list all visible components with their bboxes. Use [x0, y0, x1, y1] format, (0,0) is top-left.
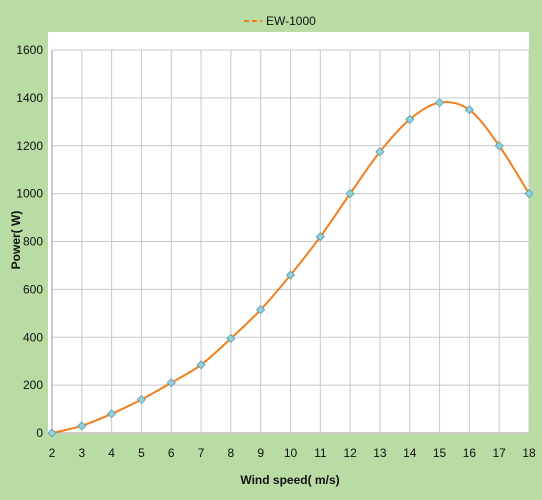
x-tick-label: 17 — [493, 446, 507, 460]
y-tick-label: 600 — [23, 282, 43, 296]
data-point-marker — [77, 421, 87, 431]
data-point-marker — [405, 114, 415, 124]
y-tick-label: 400 — [23, 330, 43, 344]
data-point-marker — [107, 409, 117, 419]
x-tick-label: 13 — [373, 446, 387, 460]
x-tick-label: 2 — [49, 446, 56, 460]
data-point-marker — [524, 189, 534, 199]
legend-entry-ew-1000: EW-1000 — [266, 14, 316, 28]
x-tick-label: 3 — [78, 446, 85, 460]
x-tick-label: 4 — [108, 446, 115, 460]
x-tick-label: 9 — [257, 446, 264, 460]
data-point-marker — [315, 232, 325, 242]
data-point-marker — [166, 378, 176, 388]
y-tick-label: 200 — [23, 378, 43, 392]
grid — [51, 49, 530, 434]
data-point-marker — [226, 333, 236, 344]
x-tick-label: 7 — [198, 446, 205, 460]
data-point-marker — [464, 105, 474, 115]
y-tick-label: 1400 — [16, 91, 43, 105]
x-axis-title: Wind speed( m/s) — [240, 473, 339, 487]
x-tick-label: 14 — [403, 446, 417, 460]
x-tick-label: 12 — [343, 446, 357, 460]
data-point-marker — [256, 305, 266, 315]
data-point-marker — [285, 270, 296, 280]
data-point-marker — [375, 147, 385, 157]
plot-area — [48, 32, 529, 434]
series-layer — [47, 98, 534, 438]
y-axis-ticks: 0 200 400 600 800 1000 1200 1400 1600 — [16, 43, 43, 440]
data-point-marker — [494, 141, 504, 151]
y-tick-label: 1200 — [16, 139, 43, 153]
x-tick-label: 16 — [463, 446, 477, 460]
legend: EW-1000 — [244, 14, 316, 28]
y-tick-label: 800 — [23, 235, 43, 249]
x-tick-label: 6 — [168, 446, 175, 460]
data-point-marker — [47, 428, 57, 438]
x-tick-label: 5 — [138, 446, 145, 460]
data-point-marker — [345, 189, 355, 199]
y-axis-title: Power( W) — [9, 211, 23, 270]
x-axis-ticks: 2 3 4 5 6 7 8 9 10 11 12 13 14 15 16 17 18 — [49, 446, 536, 460]
data-point-marker — [136, 394, 147, 405]
x-tick-label: 8 — [228, 446, 235, 460]
y-tick-label: 1000 — [16, 187, 43, 201]
x-tick-label: 15 — [433, 446, 447, 460]
y-tick-label: 0 — [36, 426, 43, 440]
x-tick-label: 18 — [522, 446, 536, 460]
data-point-marker — [434, 98, 445, 108]
axes — [51, 50, 529, 434]
x-tick-label: 11 — [314, 446, 327, 460]
y-tick-label: 1600 — [16, 43, 43, 57]
data-point-marker — [196, 360, 206, 370]
x-tick-label: 10 — [284, 446, 298, 460]
